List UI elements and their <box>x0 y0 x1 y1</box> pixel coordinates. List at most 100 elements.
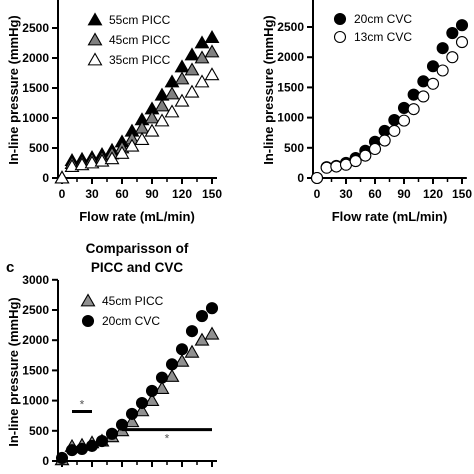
y-tick-label: 3000 <box>22 273 49 287</box>
x-tick-label: 0 <box>314 187 321 201</box>
data-point <box>154 113 170 127</box>
panel-b: 0 500 1000 1500 2000 2500 0 30 60 90 120 150 Flow ra… <box>261 0 472 224</box>
x-tick-label: 30 <box>85 187 99 201</box>
data-point <box>144 110 160 124</box>
data-point <box>164 368 180 382</box>
y-tick-label: 1000 <box>22 111 49 125</box>
y-tick-label: 2000 <box>22 333 49 347</box>
y-tick-label: 500 <box>29 141 49 155</box>
data-point <box>54 170 70 184</box>
legend-marker <box>87 12 103 26</box>
x-tick-label: 150 <box>452 187 472 201</box>
x-tick-label: 150 <box>202 187 222 201</box>
legend-marker <box>80 293 96 307</box>
legend-label: 13cm CVC <box>354 30 412 44</box>
data-point <box>164 86 180 100</box>
legend-label: 45cm PICC <box>102 294 164 308</box>
series-20cm-cvc <box>55 302 219 465</box>
data-point <box>114 145 130 159</box>
legend-label: 55cm PICC <box>109 13 171 27</box>
y-tick-label: 1500 <box>22 363 49 377</box>
data-point <box>144 123 160 137</box>
y-tick-label: 1500 <box>22 81 49 95</box>
x-tick-label: 120 <box>172 187 192 201</box>
data-point <box>174 93 190 107</box>
chart-title-line: Comparisson of <box>86 241 189 256</box>
x-tick-label: 90 <box>145 187 159 201</box>
legend-label: 20cm CVC <box>102 314 160 328</box>
data-point <box>124 414 140 428</box>
data-point <box>436 64 449 77</box>
significance-star: * <box>80 397 85 411</box>
data-point <box>74 157 90 171</box>
legend-marker <box>87 32 103 46</box>
data-point <box>359 149 372 162</box>
data-point <box>84 155 100 169</box>
data-point <box>184 344 200 358</box>
panel-letter: c <box>6 259 14 276</box>
data-point <box>349 155 362 168</box>
data-point <box>105 427 119 440</box>
data-point <box>185 325 199 338</box>
y-tick-label: 500 <box>284 141 304 155</box>
data-point <box>204 67 220 81</box>
data-point <box>407 88 420 101</box>
data-point <box>125 407 139 420</box>
data-point <box>55 451 69 465</box>
data-point <box>446 51 459 64</box>
y-tick-label: 0 <box>42 454 49 468</box>
data-point <box>124 138 140 152</box>
series-13cm-cvc <box>310 36 469 185</box>
y-tick-label: 2000 <box>22 51 49 65</box>
data-point <box>155 371 169 384</box>
data-point <box>205 302 219 315</box>
series-35cm-picc <box>54 67 220 184</box>
data-point <box>135 396 149 410</box>
data-point <box>368 142 382 156</box>
y-tick-label: 1000 <box>22 394 49 408</box>
series-20cm-cvc <box>310 19 469 185</box>
legend-marker <box>333 12 347 26</box>
legend-label: 35cm PICC <box>109 53 171 67</box>
significance-star: * <box>165 432 170 446</box>
x-tick-label: 60 <box>115 187 129 201</box>
data-point <box>204 326 220 340</box>
x-tick-label: 60 <box>368 187 382 201</box>
y-tick-label: 1000 <box>277 111 304 125</box>
data-point <box>417 90 430 103</box>
data-point <box>436 42 449 55</box>
data-point <box>195 309 209 323</box>
data-point <box>144 392 160 407</box>
x-tick-label: 90 <box>397 187 411 201</box>
x-axis-label: Flow rate (mL/min) <box>332 209 448 224</box>
x-tick-label: 120 <box>423 187 443 201</box>
x-tick-label: 30 <box>339 187 353 201</box>
data-point <box>174 59 190 73</box>
y-tick-label: 1500 <box>277 80 304 94</box>
y-tick-label: 2000 <box>277 50 304 64</box>
data-point <box>95 435 109 448</box>
chart-title-line: PICC and CVC <box>91 260 184 275</box>
data-point <box>64 158 80 173</box>
y-axis-label: In-line pressure (mmHg) <box>6 297 21 447</box>
data-point <box>204 29 220 44</box>
panel-a: 0 500 1000 1500 2000 2500 0 30 60 90 120 150 Flow ra… <box>6 0 222 224</box>
data-point <box>134 131 150 146</box>
data-point <box>145 384 159 397</box>
data-point <box>174 353 190 367</box>
data-point <box>388 124 401 137</box>
y-tick-label: 2500 <box>22 21 49 35</box>
legend-label: 20cm CVC <box>354 12 412 26</box>
data-point <box>184 84 200 98</box>
data-point <box>165 358 179 371</box>
data-point <box>407 103 420 116</box>
y-tick-label: 2500 <box>22 303 49 317</box>
legend-marker <box>87 52 103 66</box>
data-point <box>397 114 411 127</box>
data-point <box>184 47 200 61</box>
data-point <box>154 380 170 394</box>
y-axis-label: In-line pressure (mmHg) <box>6 15 21 165</box>
data-point <box>204 44 220 58</box>
data-point <box>378 134 391 147</box>
